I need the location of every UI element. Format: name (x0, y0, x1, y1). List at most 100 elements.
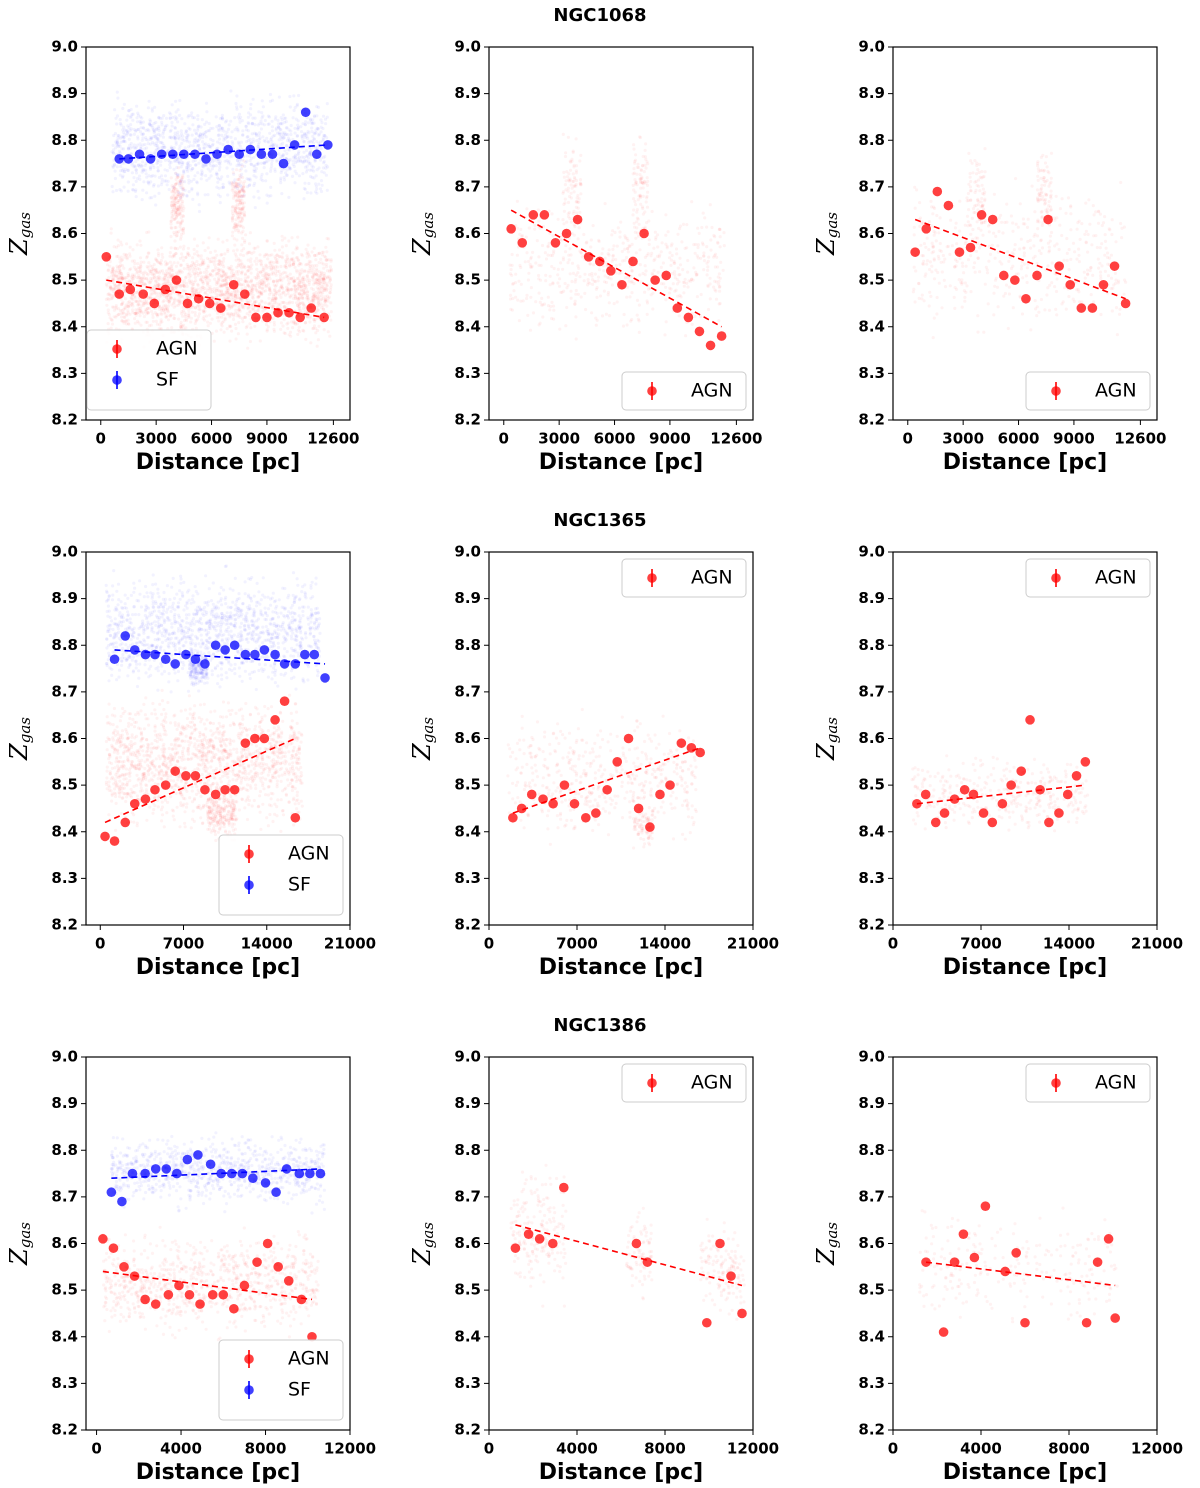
data-point-agn (959, 784, 970, 795)
x-tick-label: 12600 (1114, 430, 1166, 448)
legend-label-agn: AGN (288, 1348, 330, 1370)
data-point-agn (119, 1262, 129, 1272)
data-point-agn (184, 1289, 195, 1300)
y-tick-label: 8.3 (454, 869, 481, 887)
row-title-ngc1386: NGC1386 (553, 1015, 646, 1036)
data-point-sf (216, 1168, 226, 1179)
y-tick-label: 8.9 (51, 1094, 78, 1112)
data-point-sf (237, 1168, 248, 1179)
data-point-agn (920, 789, 931, 800)
x-tick-label: 9000 (1053, 430, 1095, 448)
x-axis-label: Distance [pc] (136, 450, 300, 475)
data-point-sf (245, 144, 256, 155)
legend-label-sf: SF (156, 369, 179, 391)
data-point-agn (978, 808, 989, 818)
data-point-sf (260, 1178, 271, 1188)
y-tick-label: 9.0 (858, 543, 885, 561)
data-point-agn (517, 238, 528, 248)
legend: AGN (1025, 558, 1151, 598)
x-tick-label: 0 (96, 430, 106, 448)
legend-marker-agn (1051, 1078, 1061, 1088)
data-point-agn (726, 1271, 736, 1281)
data-point-agn (1054, 261, 1064, 271)
data-point-agn (1087, 303, 1098, 313)
data-point-agn (645, 822, 655, 832)
data-point-sf (120, 631, 131, 641)
y-tick-label: 8.3 (858, 869, 885, 887)
y-tick-label: 8.3 (51, 364, 78, 382)
panel-ngc1386-3: 8.2 8.3 8.4 8.5 8.6 8.7 8.8 8.9 9.0 0 4000 8000 1200… (812, 1048, 1184, 1486)
data-point-agn (1071, 771, 1082, 781)
data-point-sf (229, 640, 240, 651)
y-tick-label: 8.2 (858, 916, 885, 934)
legend-label-agn: AGN (691, 380, 733, 402)
x-tick-label: 0 (499, 430, 509, 448)
x-tick-label: 8000 (245, 1440, 287, 1458)
y-axis-label: Zgas (812, 212, 842, 256)
x-tick-label: 12600 (307, 430, 359, 448)
legend: AGN (621, 371, 747, 411)
data-point-sf (281, 1164, 292, 1174)
y-tick-label: 9.0 (858, 38, 885, 56)
x-tick-label: 3000 (538, 430, 580, 448)
x-tick-label: 21000 (324, 935, 376, 953)
y-axis-label: Zgas (408, 212, 438, 256)
data-point-agn (912, 798, 922, 809)
x-tick-label: 4000 (556, 1440, 598, 1458)
x-axis-label: Distance [pc] (539, 1460, 703, 1485)
data-point-sf (267, 149, 278, 160)
x-tick-label: 8000 (1048, 1440, 1090, 1458)
x-tick-label: 4000 (160, 1440, 202, 1458)
y-tick-label: 8.6 (454, 729, 481, 747)
data-point-agn (100, 831, 110, 842)
x-axis-label: Distance [pc] (136, 955, 300, 980)
data-point-agn (639, 228, 649, 239)
data-point-agn (273, 1262, 283, 1272)
data-point-agn (204, 298, 215, 309)
y-tick-label: 8.9 (454, 589, 481, 607)
y-tick-label: 8.4 (454, 822, 481, 840)
data-point-sf (226, 1168, 237, 1179)
y-tick-label: 9.0 (454, 1048, 481, 1066)
data-point-agn (695, 747, 705, 758)
data-point-agn (160, 284, 171, 295)
legend: AGN (1025, 1063, 1151, 1103)
y-tick-label: 8.2 (858, 411, 885, 429)
x-tick-label: 0 (95, 935, 105, 953)
axes-frame (488, 1056, 754, 1431)
x-axis-label: Distance [pc] (943, 450, 1107, 475)
x-tick-label: 0 (888, 935, 898, 953)
data-point-agn (109, 836, 120, 846)
series-agn (910, 186, 1131, 313)
y-tick-label: 8.9 (51, 589, 78, 607)
data-point-agn (606, 266, 616, 276)
data-point-agn (259, 733, 270, 744)
y-tick-label: 8.7 (51, 682, 78, 700)
y-tick-label: 8.2 (51, 916, 78, 934)
data-point-agn (965, 242, 976, 253)
data-point-agn (251, 312, 261, 323)
data-point-sf (250, 649, 260, 660)
data-point-agn (163, 1289, 174, 1300)
y-tick-label: 9.0 (454, 38, 481, 56)
data-point-agn (228, 279, 239, 290)
data-point-sf (311, 149, 322, 160)
legend-label-agn: AGN (691, 567, 733, 589)
legend-marker-agn (647, 573, 657, 583)
data-point-sf (190, 149, 200, 160)
y-tick-label: 8.2 (51, 411, 78, 429)
data-point-sf (145, 154, 156, 164)
data-point-agn (943, 200, 954, 211)
data-point-agn (273, 307, 283, 318)
y-tick-label: 8.6 (51, 729, 78, 747)
data-point-agn (930, 817, 941, 828)
spaxel-cloud (506, 707, 699, 850)
data-point-agn (1000, 1266, 1010, 1277)
series-sf (109, 631, 330, 683)
y-tick-label: 8.3 (858, 1374, 885, 1392)
legend-label-sf: SF (288, 1379, 311, 1401)
row-title-ngc1365: NGC1365 (553, 510, 646, 531)
legend-marker-agn (244, 849, 254, 859)
data-point-agn (976, 210, 987, 220)
series-agn (510, 1182, 747, 1328)
